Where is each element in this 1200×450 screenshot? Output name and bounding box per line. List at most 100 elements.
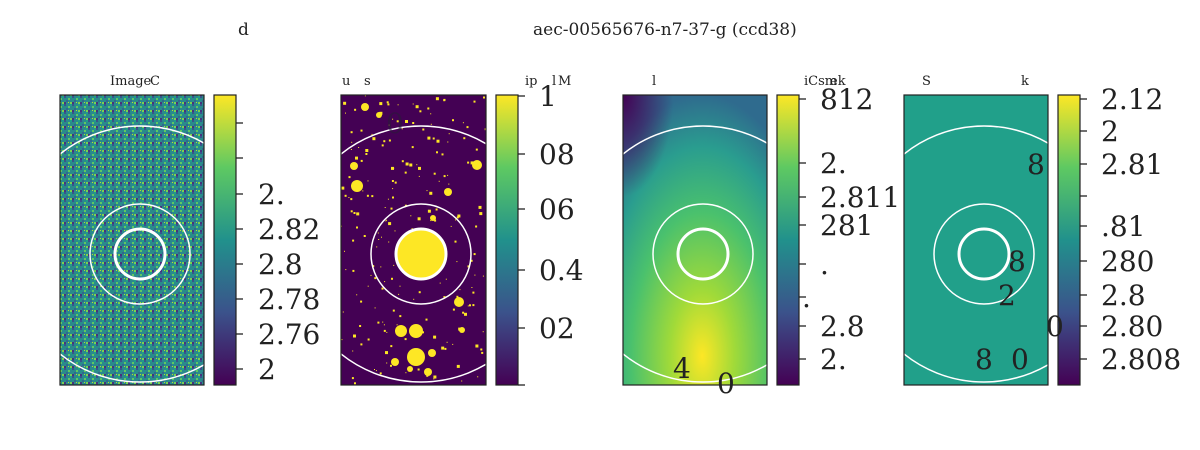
panel-1-frame <box>59 94 205 386</box>
mask-pixel <box>412 122 415 124</box>
mask-pixel <box>479 212 483 216</box>
panel-1-tick-label-3: 2.82 <box>258 213 321 246</box>
mask-pixel <box>471 287 473 288</box>
mask-pixel <box>344 194 347 197</box>
panel-2-image <box>340 94 487 386</box>
mask-pixel <box>345 112 346 114</box>
mask-pixel <box>391 180 394 182</box>
mask-pixel <box>456 216 459 219</box>
mask-pixel <box>362 190 364 192</box>
mask-pixel <box>388 222 392 226</box>
mask-pixel <box>391 277 393 280</box>
mask-pixel <box>394 230 396 232</box>
mask-pixel <box>364 95 366 97</box>
mask-source <box>395 325 407 337</box>
figure-main-title: aec-00565676-n7-37-g (ccd38) <box>533 20 797 40</box>
mask-source <box>428 349 436 357</box>
panel-3-colorbar-gradient <box>776 94 800 386</box>
mask-pixel <box>350 198 353 201</box>
mask-pixel <box>374 369 375 370</box>
panel-2-outer-ring <box>341 125 486 383</box>
mask-pixel <box>470 259 473 262</box>
mask-source <box>430 215 436 221</box>
mask-pixel <box>429 191 433 195</box>
panel-2-mid-ring <box>370 203 472 305</box>
mask-pixel <box>381 144 384 147</box>
mask-pixel <box>356 294 358 296</box>
panel-4-stray-label-4: 8 <box>975 343 993 376</box>
panel-4-tick-label-0: 2.12 <box>1101 83 1164 116</box>
mask-pixel <box>392 188 394 190</box>
mask-pixel <box>356 226 358 229</box>
mask-pixel <box>396 120 399 123</box>
panel-4-rings <box>904 125 1048 383</box>
panel-3-tick-label-2: 2.811 <box>820 181 901 214</box>
mask-pixel <box>470 161 474 165</box>
mask-source <box>376 112 382 118</box>
panel-4-colorbar <box>1057 94 1087 386</box>
mask-pixel <box>475 344 479 348</box>
mask-pixel <box>383 324 385 326</box>
mask-source <box>350 162 358 170</box>
panel-3-stray-label-1: 0 <box>717 367 735 400</box>
panel-2-title-c: ip <box>525 74 538 89</box>
panel-4-tick-label-5: 2.8 <box>1101 279 1146 312</box>
panel-4-stray-label-0: 8 <box>1027 148 1045 181</box>
panel-4-tick-label-3: .81 <box>1101 210 1146 243</box>
mask-source <box>361 103 369 111</box>
mask-pixel <box>459 289 461 291</box>
mask-pixel <box>360 300 363 303</box>
mask-pixel <box>358 147 360 148</box>
mask-pixel <box>348 197 350 198</box>
panel-3-dark-corner <box>623 95 767 385</box>
mask-pixel <box>367 180 369 182</box>
panel-1-rings <box>60 125 204 383</box>
mask-pixel <box>386 331 388 333</box>
mask-pixel <box>448 133 450 135</box>
mask-pixel <box>469 304 471 307</box>
panel-3-tick-label-1: 2. <box>820 147 847 180</box>
mask-pixel <box>401 128 403 130</box>
panel-2-colorbar-gradient <box>495 94 519 386</box>
mask-pixel <box>435 208 438 211</box>
panel-1-tick-label-4: 2.8 <box>258 248 303 281</box>
mask-pixel <box>482 275 484 277</box>
panel-3-title-b: iCsm <box>804 74 838 89</box>
mask-pixel <box>430 113 432 115</box>
mask-pixel <box>433 335 437 339</box>
mask-pixel <box>381 287 384 290</box>
mask-pixel <box>352 350 354 352</box>
panel-4-title-b: k <box>1021 74 1029 89</box>
mask-pixel <box>481 351 484 354</box>
mask-pixel <box>452 308 455 311</box>
mask-pixel <box>445 278 447 280</box>
mask-pixel <box>350 210 353 213</box>
mask-pixel <box>435 97 439 101</box>
mask-source <box>409 324 423 338</box>
mask-pixel <box>433 375 437 379</box>
mask-pixel <box>427 209 431 213</box>
panel-3-tick-label-5: . <box>802 281 811 314</box>
mask-pixel <box>417 368 420 371</box>
mask-pixel <box>430 123 432 125</box>
mask-pixel <box>462 311 465 314</box>
mask-pixel <box>344 250 345 252</box>
mask-pixel <box>392 309 395 312</box>
mask-pixel <box>379 102 383 106</box>
panel-1-image <box>59 94 205 386</box>
mask-pixel <box>399 285 401 287</box>
panel-1-mid-ring <box>89 203 191 305</box>
mask-pixel <box>456 295 459 298</box>
mask-pixel <box>388 124 390 126</box>
mask-pixel <box>351 141 353 143</box>
panel-4-stray-label-1: 8 <box>1008 245 1026 278</box>
mask-pixel <box>441 346 445 350</box>
panel-3-tick-label-6: 2.8 <box>820 310 865 343</box>
mask-pixel <box>376 246 378 248</box>
mask-pixel <box>405 372 407 374</box>
panel-1-tick-label-5: 2.78 <box>258 283 321 316</box>
mask-pixel <box>448 183 450 185</box>
mask-pixel <box>359 325 362 327</box>
panel-3-tick-label-7: 2. <box>820 343 847 376</box>
mask-pixel <box>379 372 382 375</box>
